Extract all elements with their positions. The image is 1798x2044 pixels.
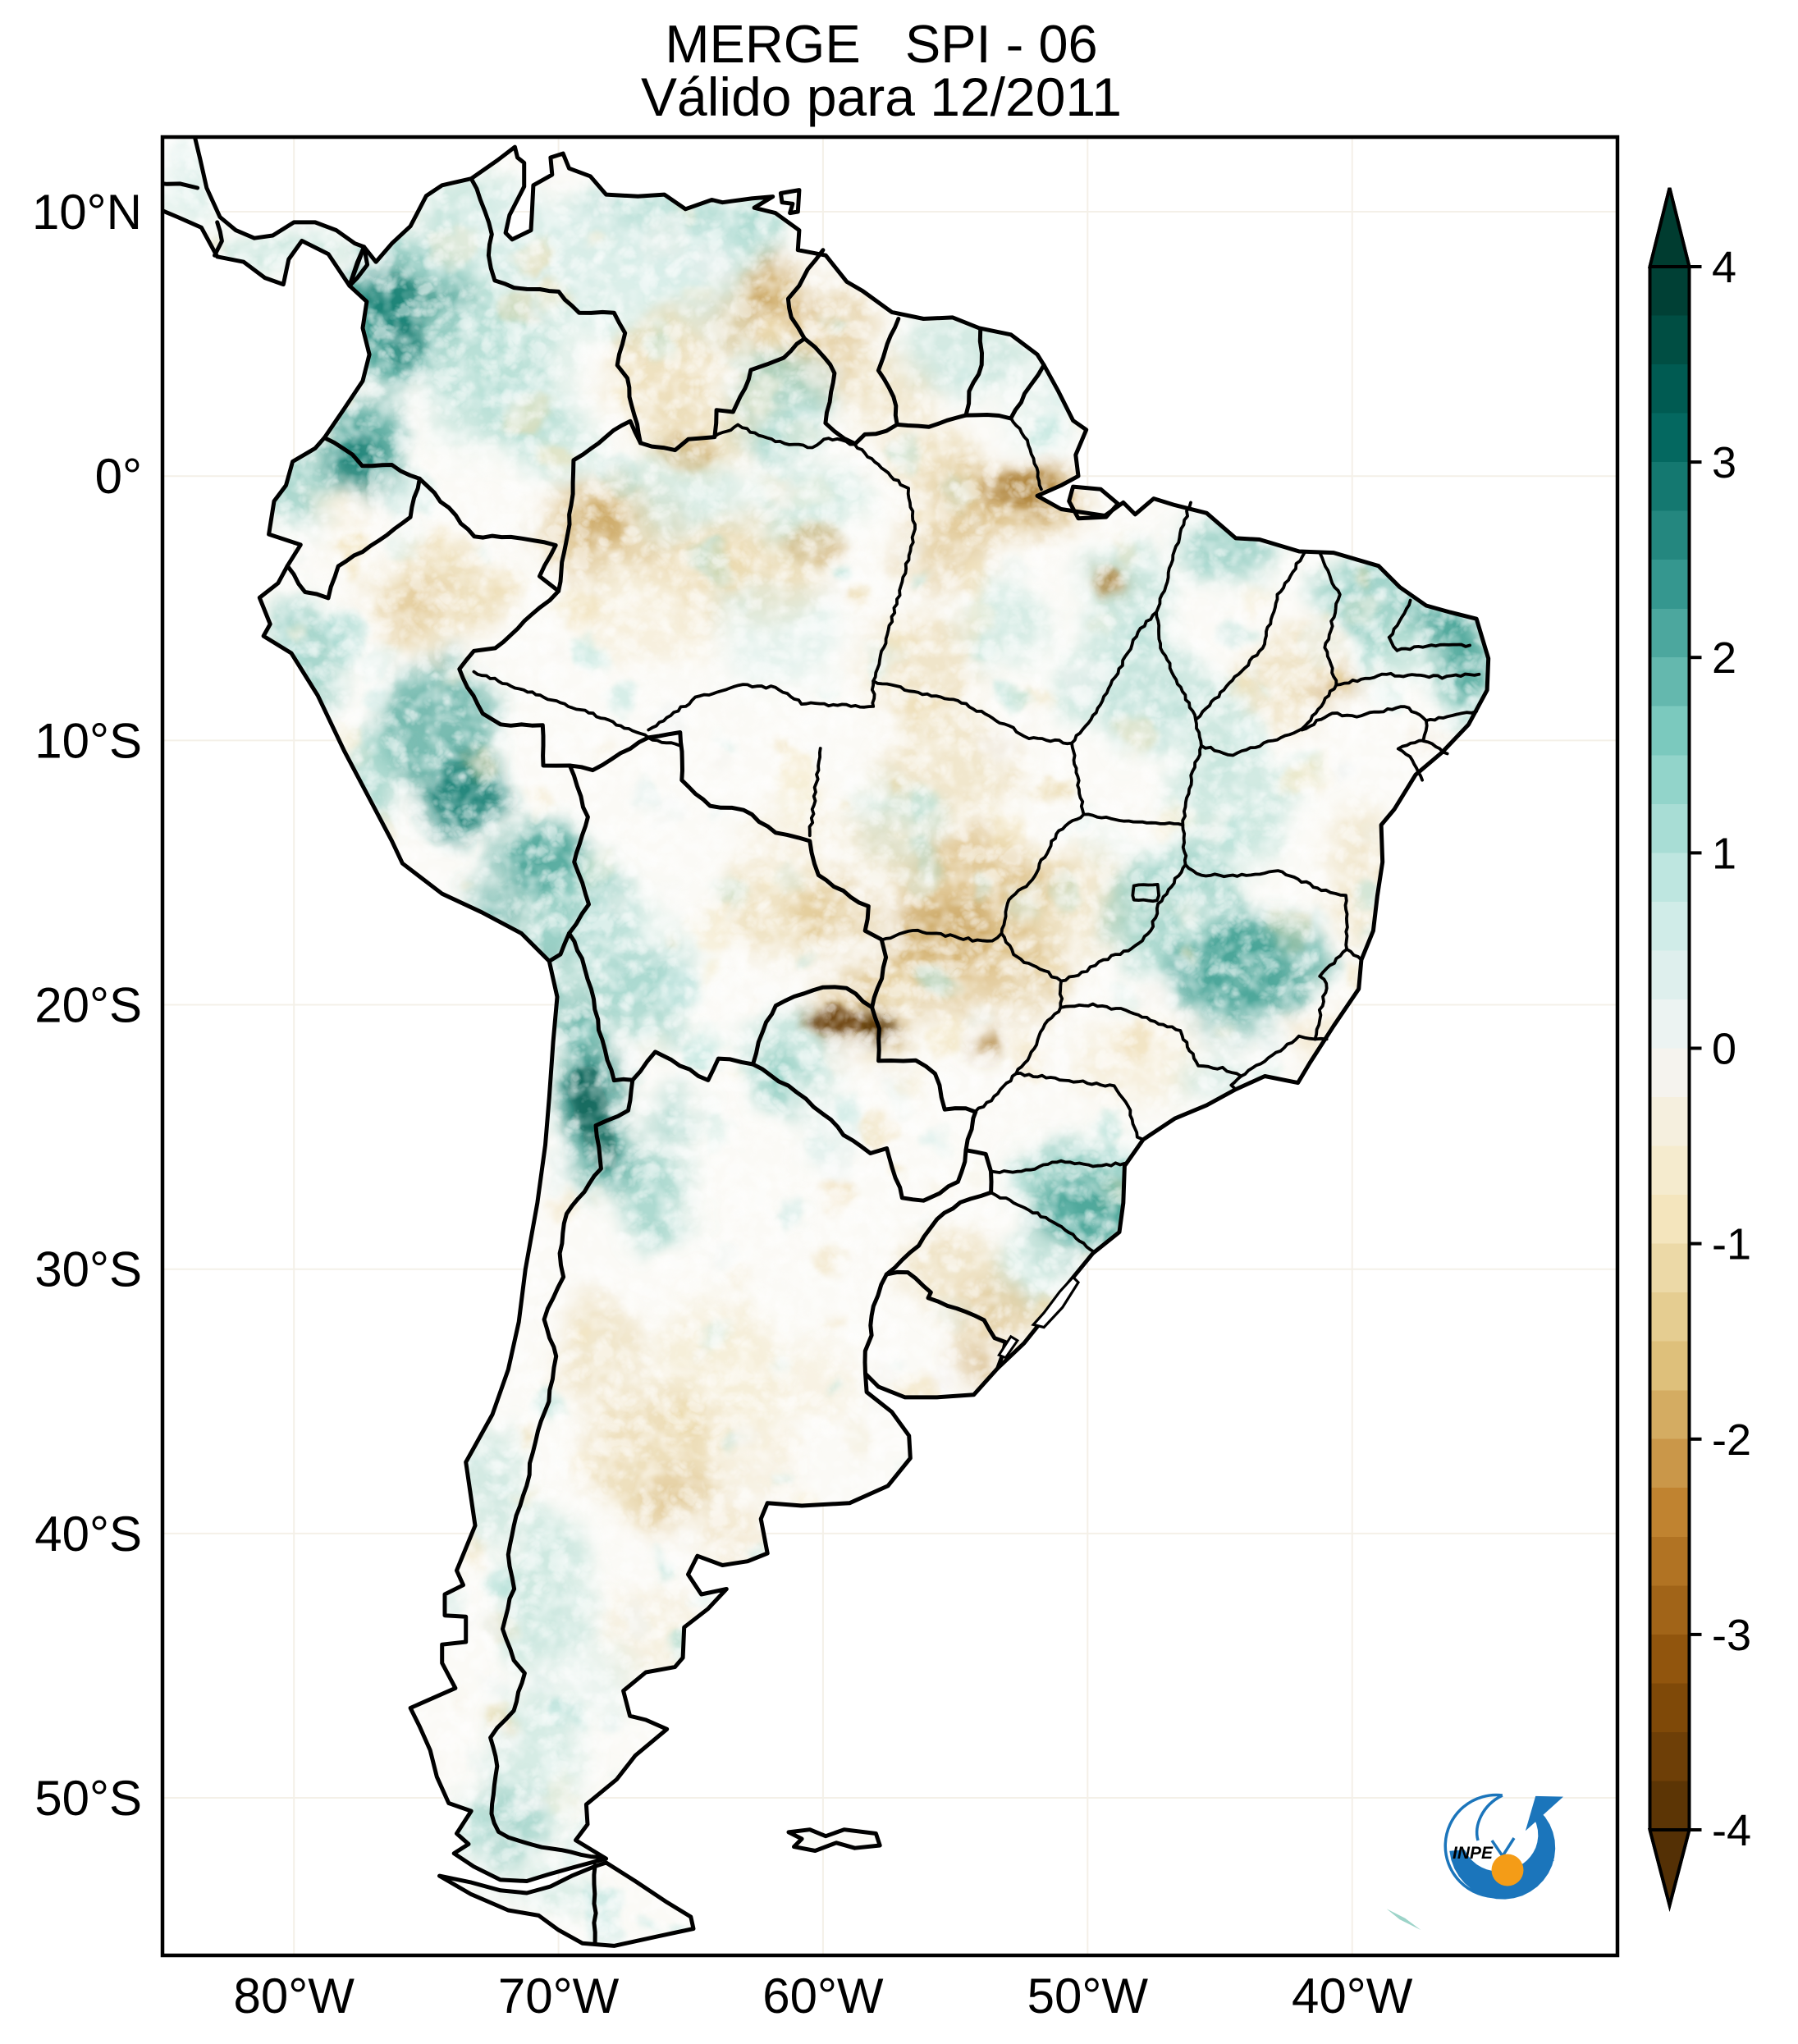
svg-text:MERGE SPI - 06: MERGE SPI - 06: [665, 14, 1097, 74]
svg-text:0: 0: [1712, 1025, 1736, 1074]
svg-text:70°W: 70°W: [498, 1969, 620, 2023]
svg-text:-4: -4: [1712, 1806, 1751, 1855]
svg-text:80°W: 80°W: [234, 1969, 355, 2023]
svg-text:-1: -1: [1712, 1220, 1751, 1269]
svg-text:40°W: 40°W: [1292, 1969, 1413, 2023]
svg-text:10°S: 10°S: [34, 713, 142, 768]
svg-text:-3: -3: [1712, 1611, 1751, 1660]
svg-text:2: 2: [1712, 633, 1736, 683]
svg-text:60°W: 60°W: [762, 1969, 884, 2023]
svg-text:50°S: 50°S: [34, 1771, 142, 1826]
svg-text:30°S: 30°S: [34, 1242, 142, 1297]
svg-text:4: 4: [1712, 243, 1736, 292]
svg-text:-2: -2: [1712, 1415, 1751, 1465]
svg-text:INPE: INPE: [1453, 1844, 1494, 1863]
svg-text:0°: 0°: [95, 449, 142, 504]
svg-text:1: 1: [1712, 829, 1736, 878]
svg-text:Válido para 12/2011: Válido para 12/2011: [641, 66, 1122, 127]
svg-text:50°W: 50°W: [1027, 1969, 1149, 2023]
svg-text:10°N: 10°N: [32, 185, 142, 240]
svg-text:20°S: 20°S: [34, 978, 142, 1033]
svg-text:40°S: 40°S: [34, 1507, 142, 1562]
svg-text:3: 3: [1712, 438, 1736, 487]
